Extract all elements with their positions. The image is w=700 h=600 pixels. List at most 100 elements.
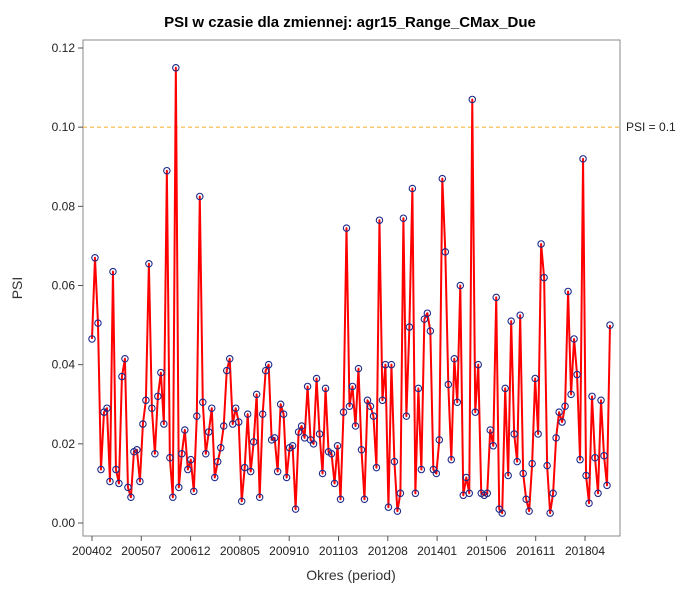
y-tick-label: 0.04 (52, 358, 76, 372)
series-line (91, 66, 611, 515)
data-point (217, 444, 225, 452)
data-point (166, 453, 174, 462)
data-point (498, 509, 506, 517)
data-point (465, 489, 474, 498)
data-point (450, 354, 459, 363)
data-point (214, 457, 222, 466)
data-point (564, 287, 572, 296)
data-point (288, 442, 297, 450)
data-point (489, 442, 497, 450)
data-point (516, 311, 524, 319)
data-point (468, 95, 477, 104)
data-point (543, 461, 551, 470)
data-point (231, 404, 240, 412)
data-point (279, 410, 288, 418)
data-point (127, 493, 135, 502)
data-point (588, 392, 596, 401)
data-point (118, 372, 126, 381)
data-point (264, 360, 273, 369)
data-point (208, 404, 216, 412)
data-point (273, 467, 282, 476)
data-point (417, 465, 426, 474)
data-point (561, 402, 569, 410)
data-point (297, 422, 306, 430)
data-point (483, 489, 491, 498)
data-point (109, 267, 117, 276)
data-point (585, 499, 593, 507)
data-point (312, 374, 321, 383)
y-tick-label: 0.06 (52, 279, 76, 293)
data-point (136, 477, 144, 486)
data-point (507, 317, 515, 325)
data-point (202, 449, 210, 458)
data-point (205, 428, 213, 436)
data-point (360, 495, 369, 503)
data-point (181, 426, 189, 434)
data-point (531, 374, 539, 383)
data-point (258, 410, 267, 418)
y-tick-label: 0.02 (52, 437, 76, 451)
data-point (432, 469, 441, 478)
x-tick-label: 200507 (121, 544, 161, 558)
data-point (124, 483, 132, 492)
data-point (420, 315, 429, 323)
data-point (112, 465, 120, 474)
data-point (408, 184, 417, 193)
data-point (579, 155, 587, 163)
data-point (211, 473, 219, 482)
x-tick-label: 201804 (565, 544, 605, 558)
data-point (303, 382, 312, 391)
data-point (97, 465, 105, 474)
data-point (243, 410, 252, 418)
x-tick-label: 201208 (368, 544, 408, 558)
data-point (504, 471, 512, 480)
x-tick-label: 200612 (171, 544, 211, 558)
data-point (549, 489, 557, 498)
data-point (291, 505, 300, 513)
data-point (513, 457, 521, 466)
data-point (330, 479, 339, 488)
data-point (384, 503, 393, 511)
x-tick-label: 201506 (466, 544, 506, 558)
data-point (145, 259, 153, 268)
data-point (103, 404, 111, 412)
data-point (348, 382, 357, 391)
data-point (399, 214, 408, 222)
data-point (396, 489, 405, 498)
y-tick-label: 0.12 (52, 41, 76, 55)
x-axis-label: Okres (period) (306, 567, 395, 583)
data-point (402, 412, 411, 420)
data-point (435, 436, 444, 444)
data-point (220, 422, 228, 430)
data-point (294, 428, 303, 436)
reference-line-label: PSI = 0.1 (626, 120, 676, 134)
data-point (444, 380, 453, 389)
data-point (148, 404, 156, 412)
data-point (603, 481, 611, 490)
data-point (351, 422, 360, 430)
data-point (453, 398, 462, 407)
data-point (345, 402, 354, 410)
data-point (378, 396, 387, 405)
x-tick-label: 200910 (269, 544, 309, 558)
data-point (199, 398, 207, 407)
data-point (474, 360, 482, 369)
data-point (528, 459, 536, 468)
data-point (486, 426, 494, 434)
data-point (318, 469, 327, 478)
data-point (546, 509, 554, 517)
data-point (570, 335, 578, 343)
data-point (133, 446, 141, 454)
data-point (91, 254, 99, 262)
data-point (540, 273, 548, 282)
data-point (315, 430, 324, 438)
data-point (88, 335, 96, 343)
y-tick-label: 0.10 (52, 120, 76, 134)
data-point (558, 418, 566, 426)
data-point (261, 366, 270, 375)
data-point (106, 477, 114, 486)
x-tick-label: 200805 (220, 544, 260, 558)
data-point (169, 493, 177, 502)
data-point (405, 323, 414, 331)
